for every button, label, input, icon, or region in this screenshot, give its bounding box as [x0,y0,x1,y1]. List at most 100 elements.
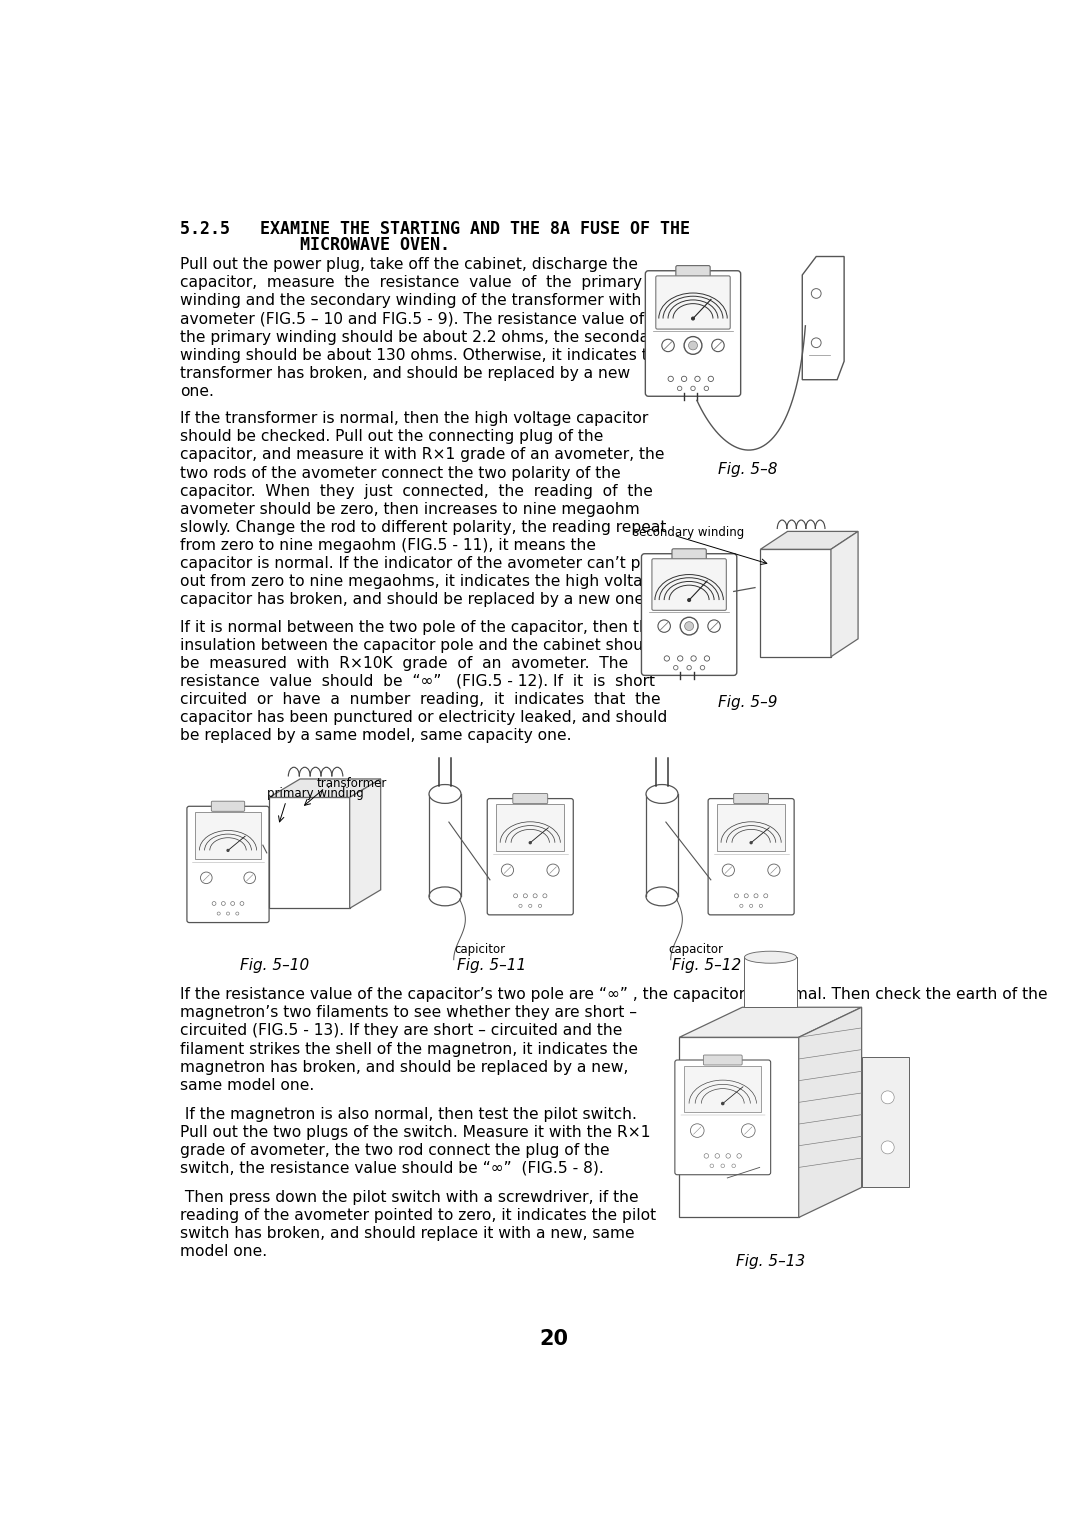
Text: capacitor is normal. If the indicator of the avometer can’t point: capacitor is normal. If the indicator of… [180,556,671,571]
Circle shape [744,894,748,898]
Ellipse shape [429,784,461,804]
Bar [744,957,797,1007]
Polygon shape [799,1007,862,1218]
Circle shape [240,902,244,906]
Circle shape [732,1164,735,1167]
Text: MICROWAVE OVEN.: MICROWAVE OVEN. [180,235,450,254]
Text: resistance  value  should  be  “∞”   (FIG.5 - 12). If  it  is  short: resistance value should be “∞” (FIG.5 - … [180,674,654,689]
Circle shape [689,341,698,350]
Text: If it is normal between the two pole of the capacitor, then the: If it is normal between the two pole of … [180,619,659,634]
Text: transformer: transformer [318,778,388,790]
Circle shape [715,1154,719,1158]
Polygon shape [269,798,350,908]
Circle shape [737,1154,742,1158]
Polygon shape [269,779,380,798]
Text: capacitor,  measure  the  resistance  value  of  the  primary: capacitor, measure the resistance value … [180,275,642,290]
FancyBboxPatch shape [676,266,711,278]
Text: If the transformer is normal, then the high voltage capacitor: If the transformer is normal, then the h… [180,411,648,426]
Circle shape [811,289,821,298]
Circle shape [518,905,522,908]
Text: winding and the secondary winding of the transformer with an: winding and the secondary winding of the… [180,293,665,309]
Text: out from zero to nine megaohms, it indicates the high voltage: out from zero to nine megaohms, it indic… [180,575,662,590]
Text: 5.2.5   EXAMINE THE STARTING AND THE 8A FUSE OF THE: 5.2.5 EXAMINE THE STARTING AND THE 8A FU… [180,220,690,238]
Text: Pull out the two plugs of the switch. Measure it with the R×1: Pull out the two plugs of the switch. Me… [180,1125,650,1140]
Circle shape [539,905,542,908]
Circle shape [662,339,674,351]
Polygon shape [679,1007,862,1038]
Circle shape [704,387,708,391]
Polygon shape [760,549,831,657]
Circle shape [704,656,710,662]
Text: If the magnetron is also normal, then test the pilot switch.: If the magnetron is also normal, then te… [180,1106,637,1122]
Text: Fig. 5–13: Fig. 5–13 [735,1254,805,1270]
Bar [195,811,260,859]
Circle shape [201,872,212,883]
Text: the primary winding should be about 2.2 ohms, the secondary: the primary winding should be about 2.2 … [180,330,664,345]
Circle shape [691,656,697,662]
Bar [862,1057,909,1187]
Circle shape [881,1141,894,1154]
Circle shape [529,842,531,843]
Circle shape [811,338,821,347]
Text: Fig. 5–9: Fig. 5–9 [717,695,777,711]
Ellipse shape [646,784,678,804]
Text: capacitor.  When  they  just  connected,  the  reading  of  the: capacitor. When they just connected, the… [180,484,652,498]
Text: grade of avometer, the two rod connect the plug of the: grade of avometer, the two rod connect t… [180,1143,609,1158]
FancyBboxPatch shape [675,1060,771,1175]
Text: secondary winding: secondary winding [633,526,744,539]
Text: capacitor, and measure it with R×1 grade of an avometer, the: capacitor, and measure it with R×1 grade… [180,448,664,463]
Text: If the resistance value of the capacitor’s two pole are “∞” , the capacitor is n: If the resistance value of the capacitor… [180,987,1048,1002]
Polygon shape [350,779,380,908]
Text: capicitor: capicitor [455,943,505,955]
Text: be  measured  with  R×10K  grade  of  an  avometer.  The: be measured with R×10K grade of an avome… [180,656,629,671]
Circle shape [712,339,725,351]
Circle shape [684,336,702,354]
Circle shape [685,622,693,631]
FancyBboxPatch shape [652,559,727,610]
FancyBboxPatch shape [646,270,741,396]
Circle shape [708,376,714,382]
Circle shape [721,1164,725,1167]
Text: primary winding: primary winding [267,787,364,801]
Circle shape [750,905,753,908]
Text: switch has broken, and should replace it with a new, same: switch has broken, and should replace it… [180,1225,635,1241]
Circle shape [881,1091,894,1103]
Text: model one.: model one. [180,1244,267,1259]
Text: magnetron: magnetron [747,1027,824,1041]
Bar [679,1038,799,1218]
Circle shape [244,872,256,883]
Circle shape [742,1123,755,1137]
Circle shape [768,863,780,876]
Circle shape [534,894,537,898]
FancyBboxPatch shape [513,793,548,804]
Circle shape [740,905,743,908]
Circle shape [707,620,720,633]
Text: capacitor has broken, and should be replaced by a new one.: capacitor has broken, and should be repl… [180,593,649,607]
Circle shape [669,376,674,382]
Circle shape [681,376,687,382]
FancyBboxPatch shape [733,793,769,804]
Text: avometer (FIG.5 – 10 and FIG.5 - 9). The resistance value of: avometer (FIG.5 – 10 and FIG.5 - 9). The… [180,312,644,327]
Circle shape [751,842,752,843]
Text: filament strikes the shell of the magnetron, it indicates the: filament strikes the shell of the magnet… [180,1042,638,1056]
Circle shape [677,656,683,662]
Text: winding should be about 130 ohms. Otherwise, it indicates the: winding should be about 130 ohms. Otherw… [180,348,667,362]
Circle shape [543,894,546,898]
Circle shape [514,894,517,898]
Bar [496,804,565,851]
Text: Fig. 5–11: Fig. 5–11 [457,958,526,973]
Circle shape [524,894,527,898]
Text: Fig. 5–12: Fig. 5–12 [673,958,742,973]
Bar [717,804,785,851]
Text: same model one.: same model one. [180,1077,314,1093]
Circle shape [664,656,670,662]
Polygon shape [831,532,859,657]
Circle shape [721,1103,724,1105]
Circle shape [754,894,758,898]
Text: slowly. Change the rod to different polarity, the reading repeat: slowly. Change the rod to different pola… [180,520,666,535]
Ellipse shape [646,886,678,906]
Text: two rods of the avometer connect the two polarity of the: two rods of the avometer connect the two… [180,466,621,481]
Bar [685,1065,761,1112]
Text: capacitor: capacitor [669,943,724,955]
Circle shape [691,318,694,319]
